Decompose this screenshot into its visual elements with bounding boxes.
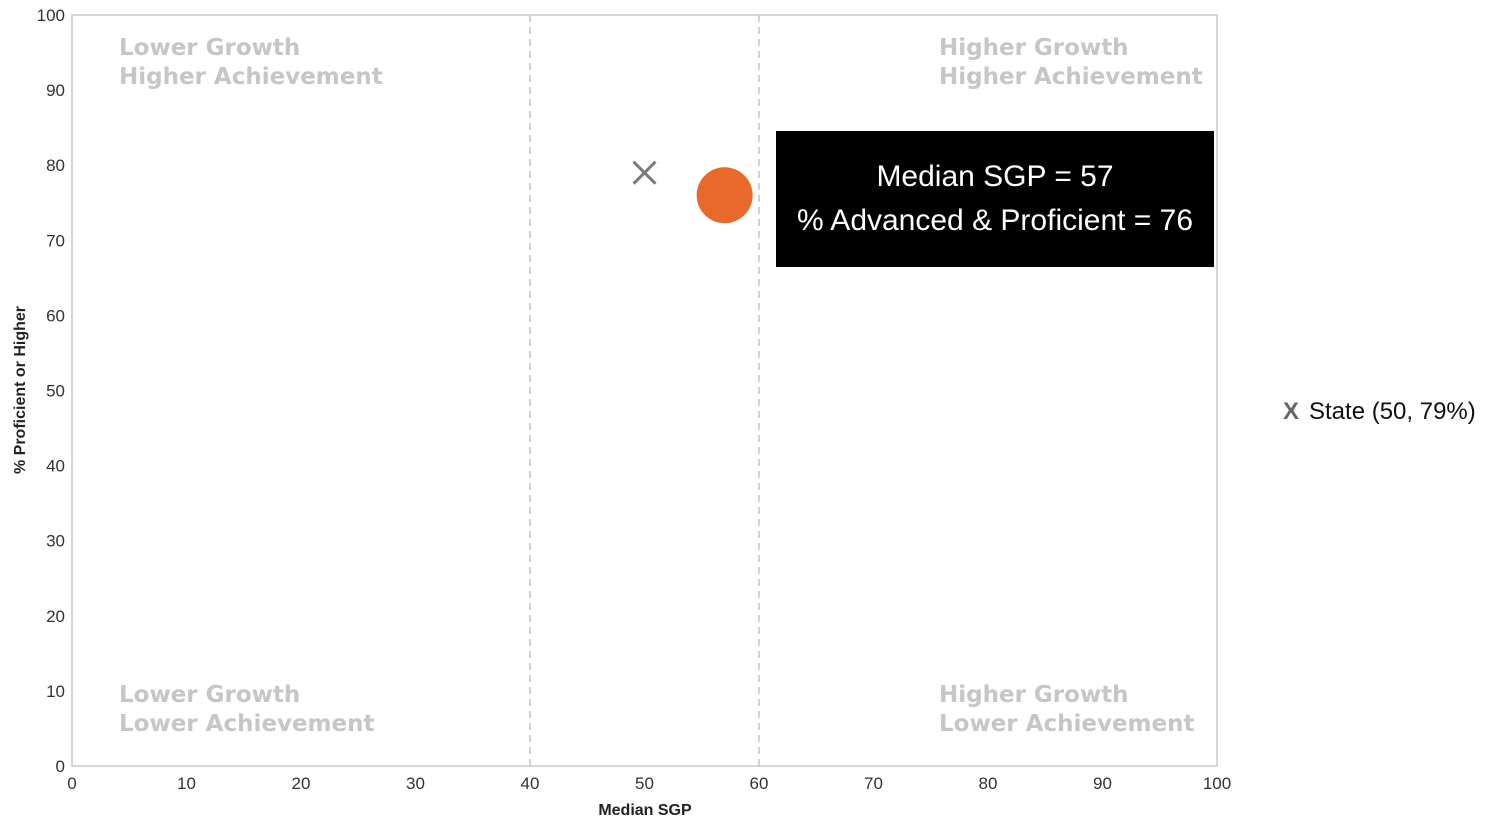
tooltip-line-2: % Advanced & Proficient = 76 (797, 204, 1193, 237)
quadrant-label-bottom-left-1: Lower Growth (119, 682, 300, 708)
reference-lines (529, 15, 760, 766)
x-axis-title: Median SGP (598, 802, 692, 818)
x-axis-ticks: 0 10 20 30 40 50 60 70 80 90 100 (67, 774, 1231, 793)
plot-frame (71, 14, 1218, 767)
y-tick-label-10: 10 (46, 682, 65, 701)
x-tick-label-100: 100 (1203, 774, 1231, 793)
legend-label: State (50, 79%) (1309, 398, 1476, 425)
x-tick-label-60: 60 (750, 774, 769, 793)
data-point-circle (696, 167, 753, 224)
quadrant-label-top-left-1: Lower Growth (119, 35, 300, 61)
y-tick-label-90: 90 (46, 81, 65, 100)
x-tick-label-0: 0 (67, 774, 76, 793)
y-tick-label-80: 80 (46, 156, 65, 175)
x-tick-label-80: 80 (979, 774, 998, 793)
x-tick-label-90: 90 (1093, 774, 1112, 793)
x-tick-label-50: 50 (635, 774, 654, 793)
y-tick-label-0: 0 (56, 757, 65, 776)
y-tick-label-50: 50 (46, 382, 65, 401)
quadrant-label-bottom-right-2: Lower Achievement (939, 711, 1194, 737)
y-tick-label-100: 100 (37, 6, 65, 25)
x-tick-label-30: 30 (406, 774, 425, 793)
y-tick-label-30: 30 (46, 532, 65, 551)
quadrant-labels: Lower Growth Higher Achievement Higher Gro… (119, 35, 1203, 737)
y-tick-label-40: 40 (46, 457, 65, 476)
tooltip-box (776, 131, 1214, 267)
x-tick-label-10: 10 (177, 774, 196, 793)
quadrant-label-top-right-2: Higher Achievement (939, 64, 1203, 90)
y-tick-label-70: 70 (46, 231, 65, 250)
y-tick-label-60: 60 (46, 306, 65, 325)
tooltip: Median SGP = 57 % Advanced & Proficient … (776, 131, 1214, 267)
tooltip-line-1: Median SGP = 57 (876, 160, 1113, 193)
legend: X State (50, 79%) (1283, 398, 1476, 425)
quadrant-label-bottom-right-1: Higher Growth (939, 682, 1129, 708)
y-axis-title: % Proficient or Higher (12, 306, 29, 474)
y-tick-label-20: 20 (46, 607, 65, 626)
x-tick-label-70: 70 (864, 774, 883, 793)
data-points (632, 160, 753, 224)
x-tick-label-20: 20 (292, 774, 311, 793)
y-axis-ticks: 0 10 20 30 40 50 60 70 80 90 100 (37, 6, 65, 776)
quadrant-label-bottom-left-2: Lower Achievement (119, 711, 374, 737)
data-point-x-marker (632, 160, 657, 185)
legend-x-marker: X (1283, 398, 1299, 425)
quadrant-label-top-left-2: Higher Achievement (119, 64, 383, 90)
x-tick-label-40: 40 (521, 774, 540, 793)
x-marker-stroke-2 (632, 160, 657, 185)
quadrant-label-top-right-1: Higher Growth (939, 35, 1129, 61)
